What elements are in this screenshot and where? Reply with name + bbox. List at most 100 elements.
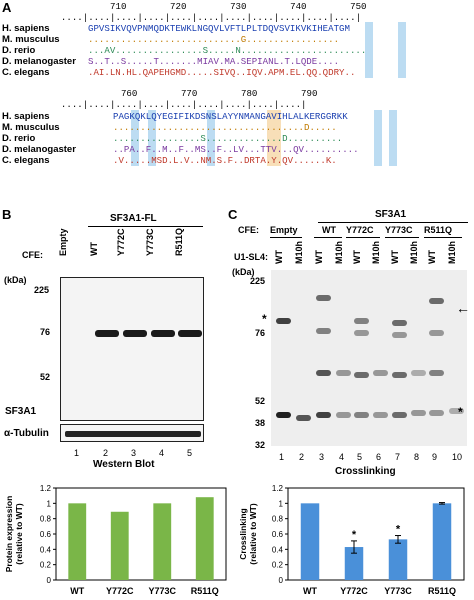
x-tick-label: WT: [303, 586, 317, 596]
lane-number: 1: [279, 452, 285, 462]
sf3a1-band: [95, 330, 119, 337]
kda-label: (kDa): [232, 267, 255, 277]
group-label: Y772C: [346, 225, 374, 235]
group-underline: [346, 237, 380, 238]
lane-number: 2: [103, 448, 109, 458]
lane-label: M10h: [447, 240, 457, 264]
lane-number: 8: [414, 452, 420, 462]
gel-band: [411, 410, 426, 416]
gel-band: [316, 328, 331, 334]
y-tick-label: 0.2: [272, 561, 284, 570]
sequence-row: .V.....MSD.L.V..NM.S.F..DRTA.Y.QV......K…: [113, 155, 337, 166]
sf3a1-band: [151, 330, 175, 337]
highlight-col-745: [398, 22, 406, 78]
group-label: Empty: [270, 225, 298, 235]
panel-c-letter: C: [228, 207, 238, 222]
header-line: [318, 222, 468, 223]
highlight-col-787: [374, 110, 382, 166]
tubulin-blot-image: [60, 424, 204, 442]
gel-band: [354, 330, 369, 336]
lane-label: WT: [390, 250, 400, 264]
gel-band: [392, 332, 407, 338]
lane-number: 3: [131, 448, 137, 458]
bar: [153, 503, 172, 580]
gel-band: [429, 298, 444, 304]
ruler-numbers-2: 760 770 780 790: [50, 88, 318, 99]
highlight-col-772: [267, 110, 281, 166]
highlight-col-765: [207, 110, 215, 166]
gel-band: [354, 412, 369, 418]
kda-label: (kDa): [4, 275, 27, 285]
species-label: D. melanogaster: [2, 144, 76, 155]
crosslinking-gel-image: [271, 270, 467, 446]
western-blot-caption: Western Blot: [93, 459, 155, 470]
ruler-dots-1: ....|....|....|....|....|....|....|....|…: [50, 12, 362, 23]
marker-label: 32: [255, 440, 266, 450]
gel-band: [392, 320, 407, 326]
bar: [195, 497, 214, 580]
gel-band: [449, 408, 464, 414]
tubulin-band: [65, 431, 201, 437]
tubulin-label: α-Tubulin: [4, 428, 49, 439]
highlight-col-741: [365, 22, 373, 78]
species-label: H. sapiens: [2, 23, 50, 34]
group-underline: [424, 237, 462, 238]
gel-band: [316, 295, 331, 301]
lane-number: 5: [357, 452, 363, 462]
panel-b-letter: B: [2, 207, 12, 222]
gel-band: [354, 318, 369, 324]
gel-band: [354, 372, 369, 378]
crosslinking-chart: 0 0.2 0.4 0.6 0.8 1 1.2 Crosslinking (relative t…: [238, 484, 465, 596]
group-label: R511Q: [424, 225, 453, 235]
x-tick-label: Y773C: [148, 586, 176, 596]
bar: [68, 503, 87, 580]
lane-label: M10h: [294, 240, 304, 264]
y-tick-label: 0.4: [40, 545, 52, 554]
sequence-row: .AI.LN.HL.QAPEHGMD.....SIVQ..IQV.APM.EL.…: [88, 67, 356, 78]
bar: [300, 503, 320, 580]
lane-number: 5: [187, 448, 193, 458]
lane-number: 1: [74, 448, 80, 458]
y-tick-label: 0: [47, 576, 52, 585]
gel-band: [276, 412, 291, 418]
species-label: M. musculus: [2, 122, 60, 133]
significance-marker: *: [352, 529, 357, 541]
sf3a1-band: [123, 330, 147, 337]
y-axis-label: Protein expression: [4, 496, 14, 573]
lane-label: M10h: [371, 240, 381, 264]
gel-band: [429, 330, 444, 336]
sequence-row: ..PA..F..M..F..MS..F..LV...TTV...QV.....…: [113, 144, 359, 155]
lane-number: 10: [452, 452, 463, 462]
sf3a1-fl-header: SF3A1-FL: [110, 213, 157, 224]
gel-band: [296, 415, 311, 421]
lane-number: 3: [319, 452, 325, 462]
bar: [110, 511, 129, 580]
highlight-col-756: [131, 110, 139, 166]
x-tick-label: Y772C: [106, 586, 134, 596]
lane-label: Y772C: [116, 228, 126, 256]
lane-label: R511Q: [174, 227, 184, 256]
sequence-row: ............................G...........…: [88, 34, 340, 45]
gel-band: [373, 412, 388, 418]
lane-number: 4: [339, 452, 345, 462]
lane-number: 9: [432, 452, 438, 462]
lane-label: WT: [314, 250, 324, 264]
marker-label: 76: [40, 327, 51, 337]
lane-label: WT: [274, 250, 284, 264]
marker-label: 52: [40, 372, 51, 382]
species-label: D. rerio: [2, 133, 36, 144]
bar: [432, 503, 452, 580]
lane-label: M10h: [334, 240, 344, 264]
x-tick-label: Y772C: [340, 586, 368, 596]
y-tick-label: 1.2: [272, 484, 284, 493]
western-blot-image: [60, 277, 204, 421]
marker-label: 38: [255, 418, 266, 428]
y-tick-label: 0.8: [40, 515, 52, 524]
y-axis-label: (relative to WT): [14, 503, 24, 565]
y-tick-label: 0.2: [40, 561, 52, 570]
lane-label: Y773C: [145, 228, 155, 256]
sequence-row: S..T..S.....T.......MIAV.MA.SEPIANL.T.LQ…: [88, 56, 340, 67]
asterisk-marker: *: [458, 405, 463, 419]
gel-band: [336, 370, 351, 376]
gel-band: [316, 412, 331, 418]
